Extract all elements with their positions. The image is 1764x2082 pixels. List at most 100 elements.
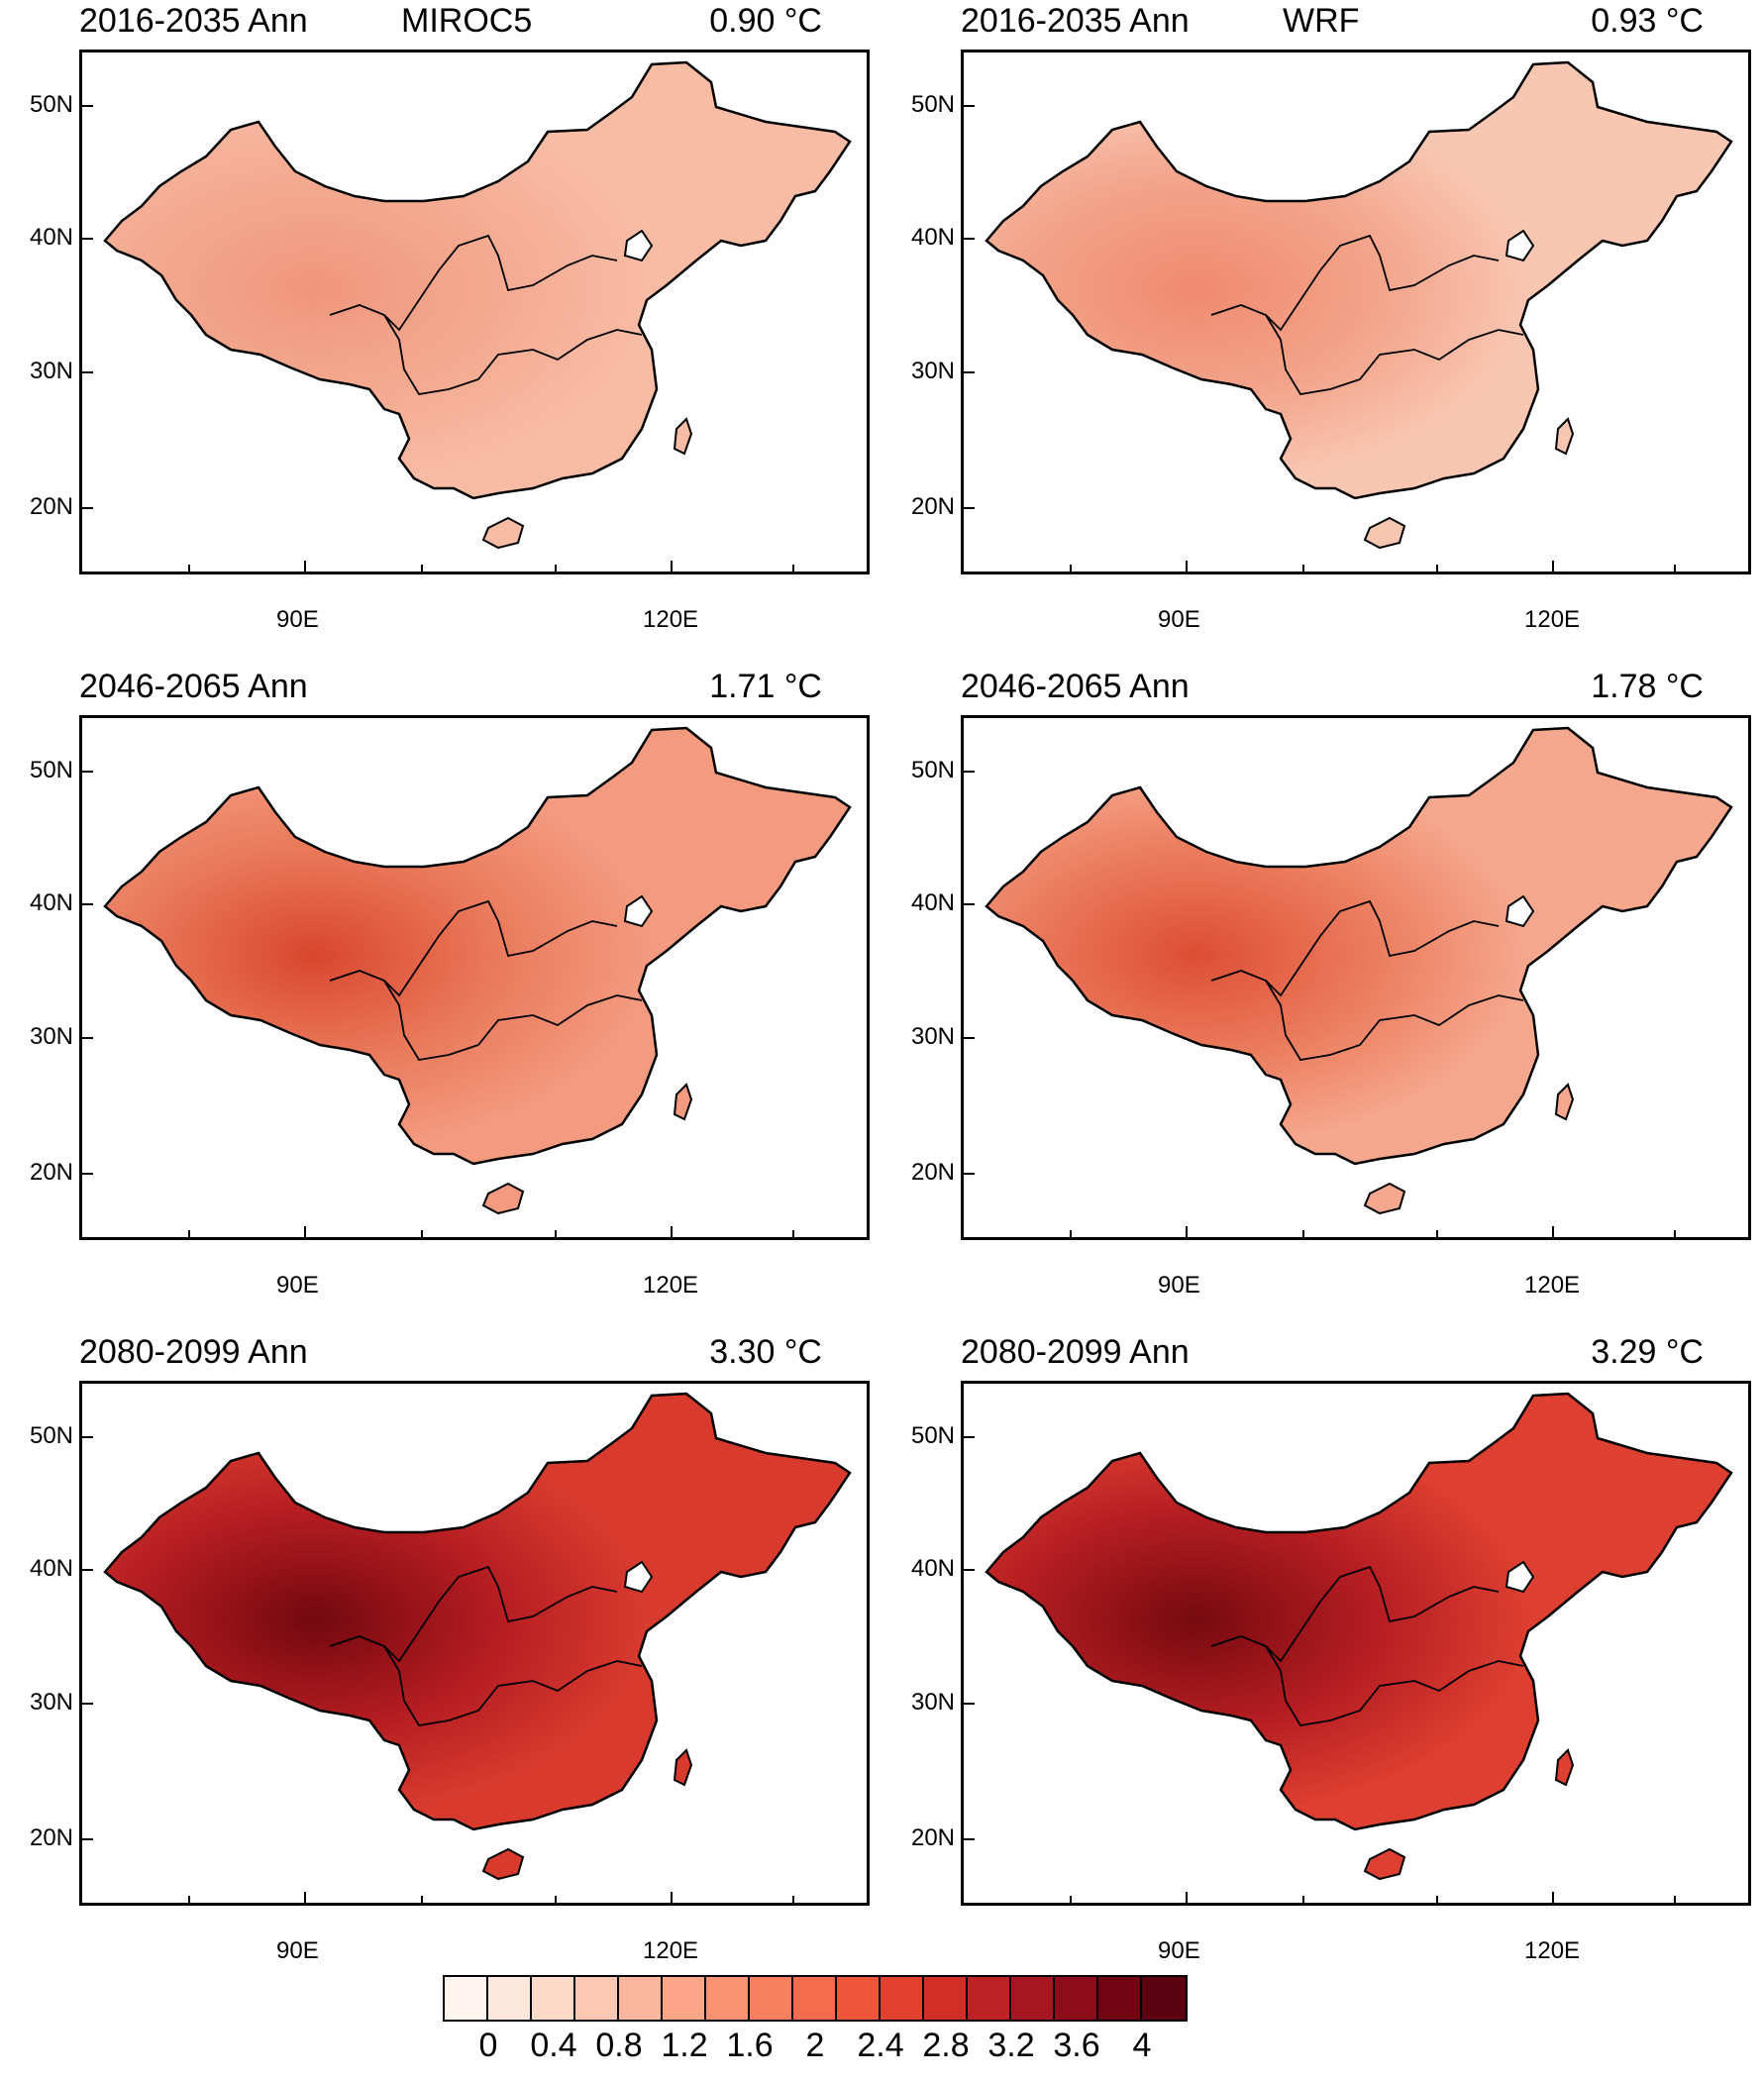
lon-minor-tick	[1674, 565, 1676, 573]
yangtze-river	[383, 980, 643, 1061]
lat-tick-label: 20N	[910, 1824, 955, 1851]
lon-tick-label: 90E	[1158, 1272, 1200, 1299]
panel-period-title: 2046-2065 Ann	[961, 668, 1190, 705]
panel-mean-value: 1.78 °C	[1591, 668, 1704, 705]
panel-mean-value: 3.29 °C	[1591, 1333, 1704, 1371]
map-panel-2: 2016-2035 Ann WRF 0.93 °C 50N 40N 30N 20N 90E 12…	[882, 0, 1763, 664]
lat-tick-mark	[81, 1173, 93, 1175]
lon-minor-tick	[1070, 1230, 1072, 1238]
china-map	[103, 60, 852, 550]
lat-tick-mark	[963, 1838, 975, 1840]
colorbar-tick-label: 2.4	[857, 2027, 904, 2064]
panel-period-title: 2016-2035 Ann	[79, 2, 308, 40]
bohai-sea	[1505, 894, 1535, 928]
lat-tick-mark	[81, 105, 93, 107]
lat-tick-mark	[963, 1703, 975, 1705]
lat-tick-label: 30N	[910, 1689, 955, 1716]
lon-tick-mark	[671, 561, 673, 573]
lat-tick-mark	[81, 507, 93, 509]
hainan-island	[481, 1847, 525, 1881]
panel-model-title: WRF	[1283, 2, 1360, 40]
china-map	[103, 726, 852, 1215]
lat-tick-mark	[81, 1436, 93, 1438]
lon-tick-mark	[1186, 561, 1188, 573]
lon-minor-tick	[1436, 1230, 1438, 1238]
lat-tick-label: 50N	[29, 757, 73, 783]
yangtze-river	[383, 1645, 643, 1726]
lat-tick-label: 20N	[910, 1159, 955, 1186]
yangtze-river	[1265, 1645, 1524, 1726]
yangtze-river	[383, 314, 643, 395]
colorbar-box	[619, 1977, 663, 2020]
lon-minor-tick	[1436, 1896, 1438, 1904]
lat-tick-mark	[963, 507, 975, 509]
taiwan-island	[1554, 417, 1575, 456]
lon-minor-tick	[1674, 1230, 1676, 1238]
lon-tick-label: 90E	[1158, 606, 1200, 633]
lat-tick-label: 50N	[910, 757, 955, 783]
lat-tick-mark	[81, 238, 93, 240]
lat-tick-label: 50N	[29, 1422, 73, 1449]
lat-tick-label: 20N	[29, 1824, 73, 1851]
lon-tick-mark	[1186, 1892, 1188, 1904]
colorbar-tick-label: 2.8	[922, 2027, 970, 2064]
bohai-sea	[1505, 1560, 1535, 1594]
lon-tick-mark	[671, 1226, 673, 1238]
hainan-island	[1363, 1847, 1406, 1881]
colorbar-box	[837, 1977, 881, 2020]
panel-mean-value: 0.90 °C	[709, 2, 822, 40]
lon-tick-mark	[304, 1226, 306, 1238]
lat-tick-mark	[963, 903, 975, 905]
lon-tick-label: 120E	[643, 606, 699, 633]
colorbar-box	[532, 1977, 575, 2020]
map-panel-4: 2046-2065 Ann 1.78 °C 50N 40N 30N 20N 90E 120E	[882, 666, 1763, 1329]
taiwan-island	[673, 1748, 693, 1787]
colorbar-tick-label: 3.2	[987, 2027, 1035, 2064]
lon-minor-tick	[1674, 1896, 1676, 1904]
map-frame	[79, 715, 870, 1240]
lat-tick-label: 40N	[910, 889, 955, 916]
map-frame	[961, 715, 1751, 1240]
panel-period-title: 2046-2065 Ann	[79, 668, 308, 705]
hainan-island	[481, 1182, 525, 1215]
lat-tick-mark	[81, 1838, 93, 1840]
panel-mean-value: 1.71 °C	[709, 668, 822, 705]
colorbar-tick-label: 0.8	[595, 2027, 643, 2064]
lon-tick-label: 120E	[1524, 606, 1581, 633]
lon-minor-tick	[1302, 1896, 1304, 1904]
china-landmass	[103, 60, 852, 500]
panel-period-title: 2016-2035 Ann	[961, 2, 1190, 40]
map-panel-1: 2016-2035 Ann MIROC5 0.90 °C 50N 40N 30N 20N 90…	[0, 0, 882, 664]
map-frame	[79, 1381, 870, 1906]
lat-tick-mark	[963, 771, 975, 773]
yangtze-river	[1265, 314, 1524, 395]
lat-tick-label: 40N	[29, 889, 73, 916]
lat-tick-mark	[81, 1569, 93, 1571]
colorbar-box	[1098, 1977, 1142, 2020]
hainan-island	[1363, 1182, 1406, 1215]
lon-minor-tick	[421, 565, 423, 573]
map-panel-3: 2046-2065 Ann 1.71 °C 50N 40N 30N 20N 90E 120E	[0, 666, 882, 1329]
lat-tick-label: 50N	[910, 1422, 955, 1449]
lon-tick-mark	[1552, 561, 1554, 573]
colorbar-tick-label: 1.6	[726, 2027, 774, 2064]
lon-tick-label: 120E	[643, 1937, 699, 1964]
china-map	[103, 1392, 852, 1881]
lon-tick-label: 120E	[643, 1272, 699, 1299]
lat-tick-mark	[963, 105, 975, 107]
colorbar-box	[488, 1977, 532, 2020]
panel-period-title: 2080-2099 Ann	[79, 1333, 308, 1371]
china-map	[985, 60, 1733, 550]
lon-tick-label: 90E	[276, 1272, 319, 1299]
lon-minor-tick	[421, 1896, 423, 1904]
lon-minor-tick	[1070, 1896, 1072, 1904]
lat-tick-label: 30N	[29, 1689, 73, 1716]
lon-minor-tick	[1302, 1230, 1304, 1238]
lat-tick-label: 20N	[910, 493, 955, 520]
lat-tick-label: 40N	[29, 224, 73, 251]
colorbar-box	[793, 1977, 837, 2020]
colorbar-box	[881, 1977, 924, 2020]
bohai-sea	[623, 229, 654, 262]
lon-minor-tick	[555, 1230, 557, 1238]
map-frame	[79, 50, 870, 574]
